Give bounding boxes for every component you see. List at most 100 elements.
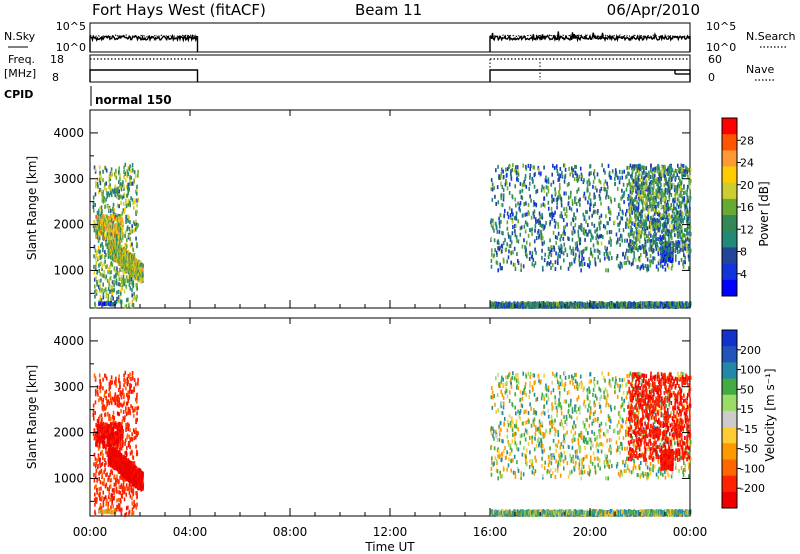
power-cell bbox=[127, 219, 129, 224]
velocity-cell bbox=[95, 461, 97, 466]
power-cell bbox=[650, 195, 653, 200]
power-cell bbox=[126, 225, 129, 230]
power-cell bbox=[105, 219, 107, 224]
power-cell bbox=[557, 222, 559, 227]
power-cell bbox=[120, 201, 122, 206]
power-cell bbox=[684, 246, 687, 251]
velocity-cell bbox=[125, 511, 128, 516]
power-cell bbox=[655, 301, 658, 306]
power-cell bbox=[629, 187, 632, 192]
power-cell bbox=[656, 219, 659, 224]
power-cell bbox=[575, 164, 577, 169]
velocity-cell bbox=[115, 507, 118, 512]
power-cell bbox=[96, 231, 99, 236]
power-cell bbox=[104, 250, 106, 255]
power-cell bbox=[637, 304, 640, 309]
power-cell bbox=[672, 254, 674, 259]
power-cell bbox=[571, 201, 574, 206]
power-cell bbox=[551, 194, 553, 199]
power-cell bbox=[111, 255, 114, 260]
power-cell bbox=[98, 221, 101, 226]
velocity-cell bbox=[98, 457, 100, 462]
power-cell bbox=[635, 195, 637, 200]
velocity-cell bbox=[104, 463, 106, 468]
power-cell bbox=[533, 239, 536, 244]
power-cell bbox=[664, 240, 667, 245]
power-cell bbox=[661, 188, 663, 193]
power-cell bbox=[496, 229, 499, 234]
power-cell bbox=[103, 198, 106, 203]
power-cell bbox=[502, 174, 505, 179]
power-cell bbox=[670, 184, 673, 189]
power-cell bbox=[512, 225, 514, 230]
velocity-cell bbox=[123, 490, 126, 495]
power-cell bbox=[127, 186, 129, 191]
power-cell bbox=[590, 202, 592, 207]
power-cell bbox=[633, 251, 635, 256]
velocity-cell bbox=[93, 485, 96, 490]
power-cell bbox=[631, 221, 633, 226]
velocity-cell bbox=[119, 499, 122, 504]
power-cell bbox=[111, 285, 113, 290]
power-cell bbox=[586, 180, 589, 185]
power-cell bbox=[129, 229, 132, 234]
velocity-cell bbox=[93, 373, 96, 378]
power-cell bbox=[563, 163, 566, 168]
power-cell bbox=[109, 224, 112, 229]
power-cell bbox=[661, 229, 663, 234]
velocity-cell bbox=[99, 470, 101, 475]
power-cell bbox=[662, 213, 665, 218]
power-cell bbox=[663, 257, 665, 262]
power-cell bbox=[610, 238, 612, 243]
power-cell bbox=[680, 224, 683, 229]
power-cell bbox=[666, 217, 669, 222]
power-cell bbox=[633, 166, 636, 171]
power-cell bbox=[572, 246, 574, 251]
power-cell bbox=[630, 184, 632, 189]
power-cell bbox=[114, 186, 116, 191]
power-cell bbox=[682, 211, 684, 216]
power-cell bbox=[110, 235, 113, 240]
power-cell bbox=[608, 230, 611, 235]
power-cell bbox=[655, 232, 657, 237]
power-cell bbox=[98, 263, 100, 268]
power-cell bbox=[615, 256, 618, 261]
power-cell bbox=[668, 229, 670, 234]
power-cell bbox=[514, 184, 517, 189]
velocity-cell bbox=[93, 416, 95, 421]
velocity-cell bbox=[94, 400, 97, 405]
power-cell bbox=[565, 208, 568, 213]
power-cell bbox=[528, 227, 531, 232]
power-cell bbox=[629, 195, 632, 200]
power-cell bbox=[535, 189, 537, 194]
power-cell bbox=[606, 246, 608, 251]
power-cell bbox=[558, 245, 560, 250]
power-cell bbox=[553, 165, 556, 170]
power-cell bbox=[116, 296, 119, 301]
velocity-cell bbox=[102, 456, 104, 461]
power-cell bbox=[593, 195, 595, 200]
power-cell bbox=[545, 220, 547, 225]
power-cell bbox=[136, 203, 138, 208]
power-cell bbox=[519, 208, 521, 213]
power-cell bbox=[606, 254, 609, 259]
power-cell bbox=[125, 238, 128, 243]
power-cell bbox=[101, 273, 104, 278]
velocity-cell bbox=[94, 509, 96, 514]
power-cell bbox=[126, 216, 129, 221]
power-cell bbox=[664, 207, 667, 212]
power-cell bbox=[605, 251, 608, 256]
velocity-cell bbox=[105, 389, 108, 394]
power-cell bbox=[102, 282, 104, 287]
power-cell bbox=[675, 215, 677, 220]
power-cell bbox=[689, 179, 691, 184]
power-cell bbox=[514, 267, 517, 272]
power-cell bbox=[129, 164, 131, 169]
power-cell bbox=[646, 239, 649, 244]
power-cell bbox=[599, 189, 601, 194]
power-cell bbox=[110, 214, 113, 219]
power-cell bbox=[509, 244, 512, 249]
power-cell bbox=[572, 218, 575, 223]
velocity-cell bbox=[101, 495, 103, 500]
power-cell bbox=[103, 262, 105, 267]
